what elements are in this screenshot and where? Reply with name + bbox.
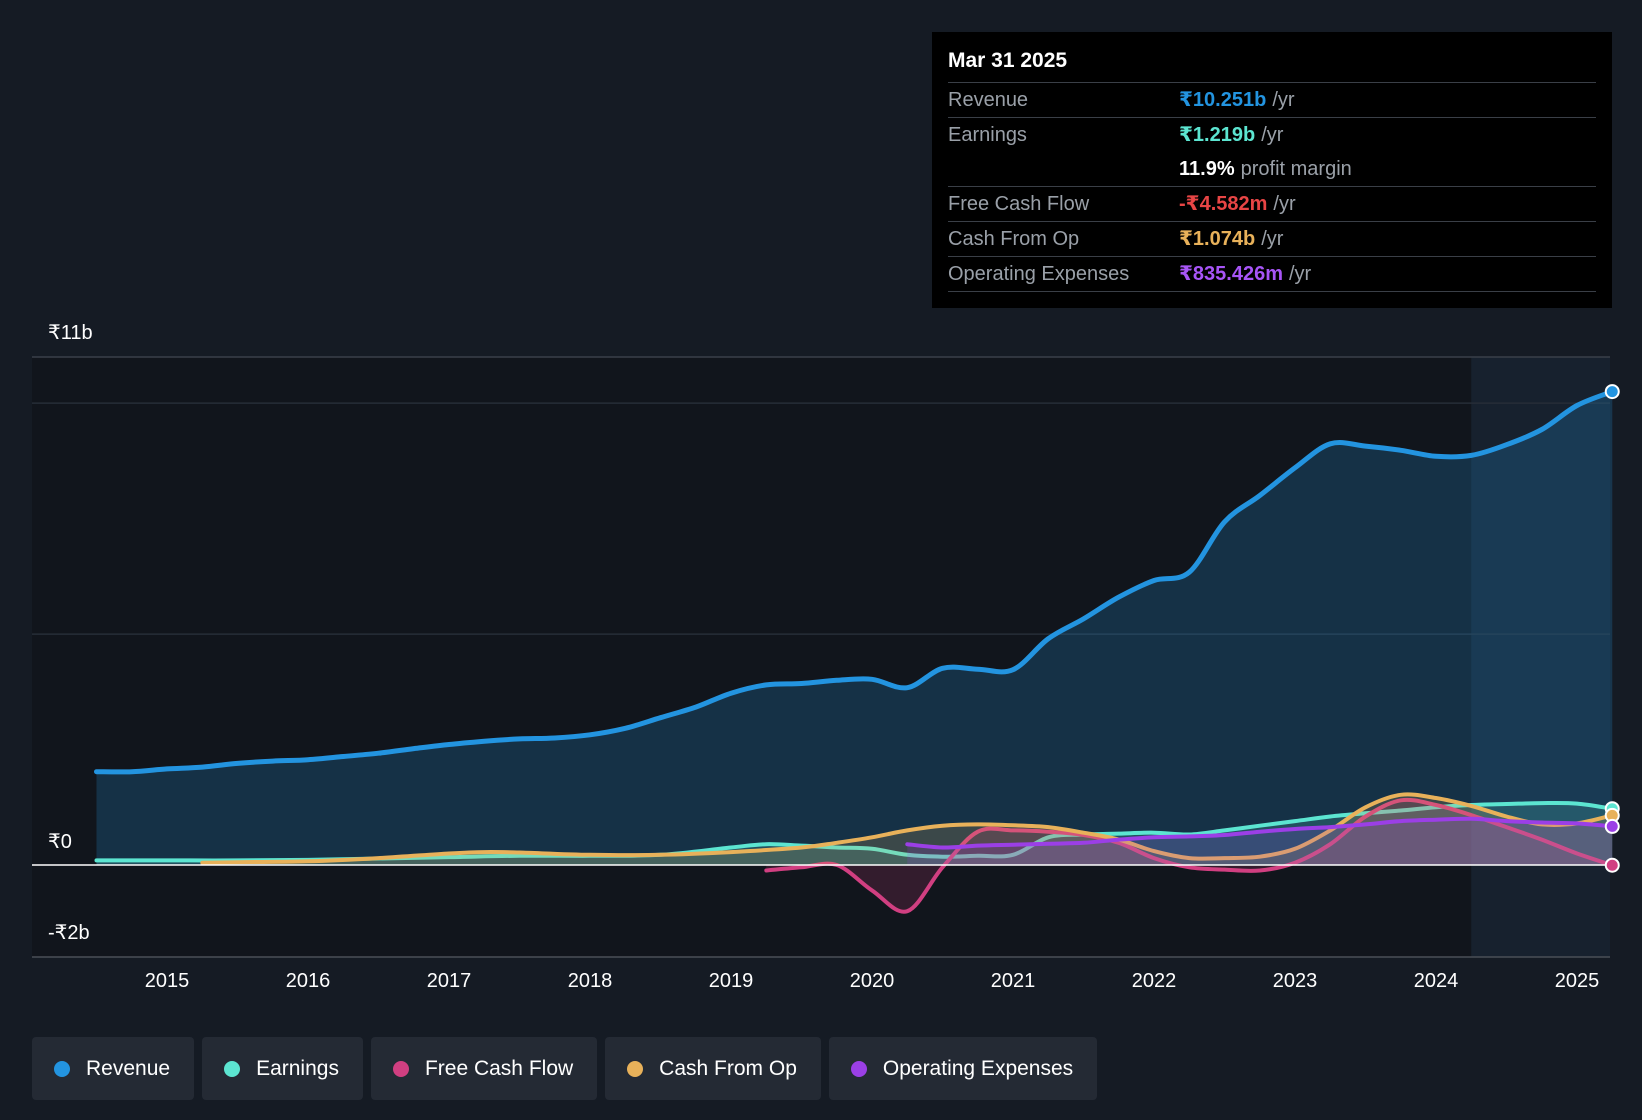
- x-tick-label: 2017: [426, 970, 472, 992]
- line-free-cash-flow: [764, 797, 1615, 914]
- legend-item-revenue[interactable]: Revenue: [32, 1037, 195, 1100]
- tooltip-unit-cfo: /yr: [1261, 228, 1284, 250]
- legend-label-earnings: Earnings: [256, 1056, 339, 1080]
- tooltip-row-margin: 11.9% profit margin: [948, 152, 1596, 187]
- end-markers: [1604, 384, 1620, 873]
- legend-item-earnings[interactable]: Earnings: [202, 1037, 363, 1100]
- legend-item-operating-expenses[interactable]: Operating Expenses: [828, 1037, 1098, 1100]
- tooltip-label-margin: profit margin: [1240, 158, 1352, 180]
- line-revenue: [94, 389, 1615, 775]
- legend-item-cash-from-op[interactable]: Cash From Op: [605, 1037, 821, 1100]
- tooltip-value-fcf: -₹4.582m: [1179, 193, 1268, 215]
- y-axis-zero-label: ₹0: [48, 831, 72, 853]
- line-operating-expenses: [905, 816, 1615, 850]
- legend-label-operating-expenses: Operating Expenses: [882, 1056, 1074, 1080]
- x-tick-label: 2016: [285, 970, 331, 992]
- line-cash-from-op: [200, 792, 1615, 865]
- tooltip-value-revenue: ₹10.251b: [1179, 89, 1267, 111]
- legend-dot-operating-expenses: [850, 1060, 867, 1077]
- tooltip-date: Mar 31 2025: [948, 46, 1596, 83]
- tooltip-row-fcf: Free Cash Flow -₹4.582m /yr: [948, 187, 1596, 222]
- tooltip-unit-earnings: /yr: [1261, 124, 1284, 146]
- series-cash-from-op: [200, 792, 1615, 865]
- legend-label-revenue: Revenue: [86, 1056, 171, 1080]
- x-tick-label: 2021: [990, 970, 1036, 992]
- legend-dot-revenue: [54, 1060, 70, 1077]
- tooltip-label-opex: Operating Expenses: [948, 263, 1130, 285]
- x-tick-label: 2018: [567, 970, 613, 992]
- y-axis-bottom-label: -₹2b: [48, 922, 90, 944]
- legend-label-cash-from-op: Cash From Op: [659, 1056, 797, 1080]
- legend-item-free-cash-flow[interactable]: Free Cash Flow: [370, 1037, 598, 1100]
- y-axis-top-label: ₹11b: [48, 322, 93, 344]
- tooltip-row-revenue: Revenue ₹10.251b /yr: [948, 83, 1596, 118]
- legend-label-free-cash-flow: Free Cash Flow: [424, 1056, 574, 1080]
- area-operating-expenses: [907, 818, 1613, 865]
- tooltip-row-opex: Operating Expenses ₹835.426m /yr: [948, 257, 1596, 292]
- end-marker-free-cash-flow: [1604, 857, 1620, 873]
- tooltip-value-earnings: ₹1.219b: [1179, 124, 1256, 146]
- area-revenue: [96, 391, 1613, 865]
- tooltip-label-revenue: Revenue: [948, 89, 1029, 111]
- line-earnings: [94, 800, 1615, 863]
- x-tick-label: 2015: [144, 970, 190, 992]
- end-marker-revenue: [1604, 384, 1620, 400]
- tooltip-margin-spacer: [948, 152, 1179, 186]
- gridlines: [32, 356, 1610, 635]
- area-free-cash-flow: [766, 799, 1613, 912]
- area-cash-from-op: [202, 794, 1613, 865]
- chart-legend: Revenue Earnings Free Cash Flow Cash Fro…: [32, 1037, 1098, 1100]
- tooltip-value-cfo: ₹1.074b: [1179, 228, 1256, 250]
- end-marker-operating-expenses: [1604, 818, 1620, 834]
- tooltip-row-earnings: Earnings ₹1.219b /yr: [948, 118, 1596, 152]
- x-tick-label: 2020: [849, 970, 895, 992]
- series-free-cash-flow: [764, 797, 1615, 914]
- series-revenue: [94, 389, 1615, 865]
- area-earnings: [96, 802, 1613, 865]
- tooltip-unit-opex: /yr: [1289, 263, 1312, 285]
- series-operating-expenses: [905, 816, 1615, 865]
- plot-background: [32, 357, 1610, 957]
- tooltip-row-cfo: Cash From Op ₹1.074b /yr: [948, 222, 1596, 257]
- legend-dot-earnings: [224, 1060, 241, 1077]
- x-tick-label: 2019: [708, 970, 754, 992]
- tooltip-label-cfo: Cash From Op: [948, 228, 1080, 250]
- x-tick-label: 2022: [1131, 970, 1177, 992]
- tooltip-unit-revenue: /yr: [1272, 89, 1295, 111]
- x-tick-label: 2025: [1554, 970, 1600, 992]
- series-earnings: [94, 800, 1615, 865]
- tooltip-value-opex: ₹835.426m: [1179, 263, 1283, 285]
- x-tick-label: 2023: [1272, 970, 1318, 992]
- data-tooltip: Mar 31 2025 Revenue ₹10.251b /yr Earning…: [932, 32, 1612, 308]
- tooltip-value-margin: 11.9%: [1179, 158, 1235, 180]
- series-layer: [94, 389, 1615, 914]
- legend-dot-cash-from-op: [627, 1060, 644, 1077]
- tooltip-label-earnings: Earnings: [948, 124, 1027, 146]
- tooltip-unit-fcf: /yr: [1273, 193, 1296, 215]
- tooltip-label-fcf: Free Cash Flow: [948, 193, 1090, 215]
- legend-dot-free-cash-flow: [392, 1060, 409, 1077]
- x-tick-label: 2024: [1413, 970, 1459, 992]
